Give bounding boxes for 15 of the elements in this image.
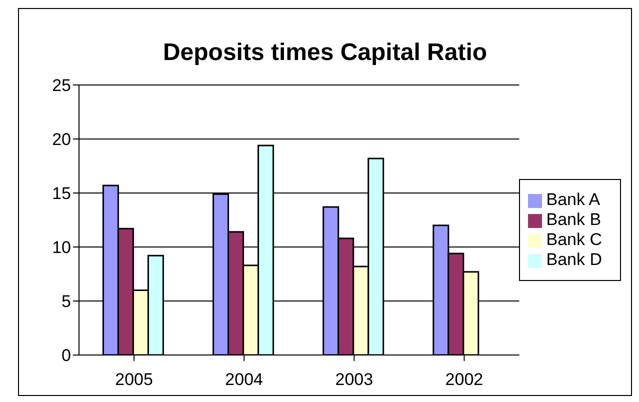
x-tick-label: 2002 xyxy=(445,370,484,390)
y-tick-label: 15 xyxy=(52,184,71,204)
legend-label: Bank A xyxy=(546,190,600,209)
y-tick-label: 25 xyxy=(52,76,71,96)
legend-label: Bank C xyxy=(546,230,602,249)
legend-label: Bank D xyxy=(546,250,602,269)
y-tick-label: 0 xyxy=(62,346,71,366)
x-tick-label: 2003 xyxy=(335,370,374,390)
x-tick-label: 2004 xyxy=(225,370,264,390)
y-tick-label: 10 xyxy=(52,238,71,258)
x-tick-label: 2005 xyxy=(115,370,153,390)
chart-title: Deposits times Capital Ratio xyxy=(162,39,488,67)
legend-label: Bank B xyxy=(546,210,602,229)
y-tick-label: 20 xyxy=(52,130,71,150)
y-tick-label: 5 xyxy=(62,292,71,312)
